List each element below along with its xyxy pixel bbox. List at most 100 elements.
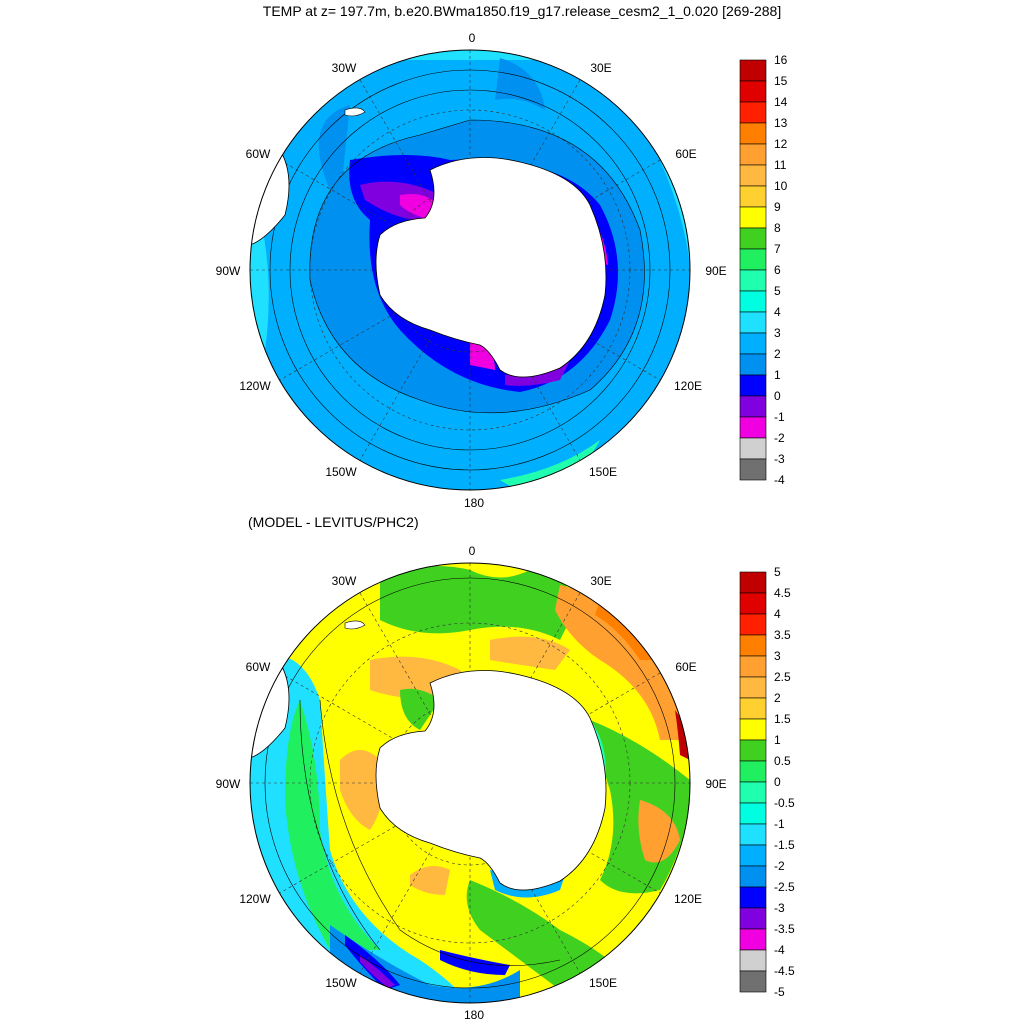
top-lon-label-150e: 150E	[589, 465, 617, 479]
top-colorbar-swatch-1	[739, 80, 767, 103]
top-island	[344, 107, 366, 117]
bottom-colorbar-label-14: -2	[774, 859, 785, 873]
top-colorbar-label-11: 5	[774, 284, 781, 298]
bottom-colorbar-label-5: 2.5	[774, 670, 791, 684]
bottom-field-east-orange	[638, 800, 680, 863]
top-colorbar-label-12: 4	[774, 305, 781, 319]
bottom-graticule	[250, 563, 690, 1003]
top-colorbar-label-16: 0	[774, 389, 781, 403]
top-colorbar-label-19: -3	[774, 452, 785, 466]
top-polar-map: 0 30E 60E 90E 120E 150E 180 150W 120W 90…	[216, 31, 788, 510]
bottom-colorbar-label-6: 2	[774, 691, 781, 705]
top-contour-2	[289, 89, 651, 451]
top-lon-label-180: 180	[464, 496, 484, 510]
bottom-colorbar-label-12: -1	[774, 817, 785, 831]
top-colorbar-label-6: 10	[774, 179, 788, 193]
bottom-lon-label-90w: 90W	[216, 777, 241, 791]
bottom-colorbar-label-17: -3.5	[774, 922, 795, 936]
bottom-lon-label-0: 0	[469, 544, 476, 558]
bottom-colorbar-label-19: -4.5	[774, 964, 795, 978]
bottom-lon-label-60e: 60E	[675, 660, 696, 674]
bottom-colorbar-label-10: 0	[774, 775, 781, 789]
bottom-lon-label-120w: 120W	[239, 892, 271, 906]
bottom-colorbar-swatch-6	[739, 697, 767, 720]
bottom-colorbar-swatch-18	[739, 949, 767, 972]
bottom-colorbar-label-9: 0.5	[774, 754, 791, 768]
top-colorbar-swatch-8	[739, 227, 767, 250]
bottom-colorbar-label-3: 3.5	[774, 628, 791, 642]
top-colorbar-label-13: 3	[774, 326, 781, 340]
top-colorbar-label-1: 15	[774, 74, 788, 88]
bottom-colorbar-label-11: -0.5	[774, 796, 795, 810]
bottom-lon-label-30w: 30W	[332, 574, 357, 588]
top-field-blue-patch-nw	[318, 105, 350, 200]
top-contour-3	[309, 119, 645, 414]
bottom-lon-label-90e: 90E	[705, 777, 726, 791]
bottom-colorbar-swatch-5	[739, 676, 767, 699]
bottom-colorbar-swatch-13	[739, 844, 767, 867]
top-colorbar-swatch-17	[739, 416, 767, 439]
top-colorbar-swatch-0	[739, 59, 767, 82]
top-colorbar-swatch-13	[739, 332, 767, 355]
bottom-contour-3	[299, 699, 381, 951]
top-colorbar-swatch-15	[739, 374, 767, 397]
bottom-colorbar-label-7: 1.5	[774, 712, 791, 726]
top-colorbar-label-14: 2	[774, 347, 781, 361]
top-colorbar-swatch-4	[739, 143, 767, 166]
bottom-colorbar-label-15: -2.5	[774, 880, 795, 894]
bottom-colorbar-swatch-0	[739, 571, 767, 594]
bottom-colorbar-swatch-16	[739, 907, 767, 930]
top-colorbar-swatch-3	[739, 122, 767, 145]
top-lon-label-30w: 30W	[332, 61, 357, 75]
bottom-colorbar-swatch-8	[739, 739, 767, 762]
bottom-colorbar-label-0: 5	[774, 565, 781, 579]
top-colorbar-swatch-10	[739, 269, 767, 292]
top-colorbar-swatch-11	[739, 290, 767, 313]
bottom-field-east-red	[675, 710, 690, 760]
top-colorbar-label-0: 16	[774, 53, 788, 67]
bottom-polar-map: 0 30E 60E 90E 120E 150E 180 150W 120W 90…	[216, 544, 795, 1022]
bottom-field-south-orange	[410, 866, 450, 895]
top-colorbar-swatch-7	[739, 206, 767, 229]
top-colorbar-swatch-2	[739, 101, 767, 124]
top-field-south-patch	[500, 440, 600, 490]
bottom-field-sw-dark-blue	[345, 935, 400, 990]
top-lon-label-120w: 120W	[239, 379, 271, 393]
bottom-lon-label-120e: 120E	[674, 892, 702, 906]
bottom-colorbar-swatch-1	[739, 592, 767, 615]
bottom-colorbar-label-16: -3	[774, 901, 785, 915]
bottom-contour-2	[319, 699, 561, 967]
top-lon-label-0: 0	[469, 31, 476, 45]
bottom-lon-label-150w: 150W	[325, 976, 357, 990]
bottom-colorbar-label-2: 4	[774, 607, 781, 621]
bottom-colorbar-label-4: 3	[774, 649, 781, 663]
bottom-colorbar-label-20: -5	[774, 985, 785, 999]
top-colorbar-label-5: 11	[774, 158, 787, 172]
top-field-blue-patch-n	[495, 58, 545, 110]
top-colorbar-label-3: 13	[774, 116, 788, 130]
bottom-lon-label-180: 180	[464, 1008, 484, 1022]
bottom-colorbar-swatch-4	[739, 655, 767, 678]
bottom-longitude-labels: 0 30E 60E 90E 120E 150E 180 150W 120W 90…	[216, 544, 727, 1022]
bottom-colorbar-label-1: 4.5	[774, 586, 791, 600]
top-colorbar-label-9: 7	[774, 242, 781, 256]
top-colorbar-swatch-9	[739, 248, 767, 271]
top-colorbar-label-8: 8	[774, 221, 781, 235]
top-lon-label-90w: 90W	[216, 264, 241, 278]
bottom-field-ne-orange	[555, 585, 690, 740]
top-colorbar-label-20: -4	[774, 473, 785, 487]
top-colorbar-swatch-12	[739, 311, 767, 334]
top-colorbar-swatch-5	[739, 164, 767, 187]
top-colorbar-swatch-18	[739, 437, 767, 460]
bottom-antarctica	[375, 670, 607, 891]
bottom-island	[344, 620, 366, 630]
bottom-colorbar: 5 4.5 4 3.5 3 2.5 2 1.5 1 0.5 0 -0.5 -1 -1.5 -2 -2.5 -3 -…	[739, 565, 795, 999]
bottom-field-west-green	[285, 700, 380, 950]
top-colorbar-swatch-19	[739, 458, 767, 481]
bottom-field-south-green	[466, 880, 620, 990]
bottom-colorbar-swatch-9	[739, 760, 767, 783]
top-colorbar-label-17: -1	[774, 410, 785, 424]
top-colorbar-label-15: 1	[774, 368, 781, 382]
